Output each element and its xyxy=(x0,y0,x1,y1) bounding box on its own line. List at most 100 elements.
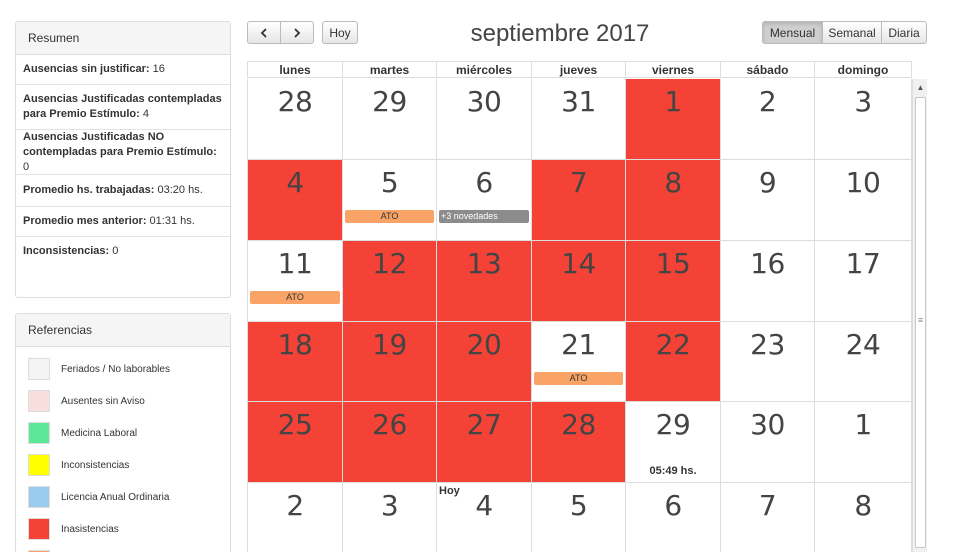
day-number: 5 xyxy=(380,166,399,199)
calendar-day-cell[interactable]: 10 xyxy=(815,160,912,241)
day-number: 2 xyxy=(286,489,304,522)
calendar-day-cell[interactable]: 5 xyxy=(532,483,626,552)
calendar-scrollbar[interactable]: ▲ ≡ xyxy=(912,79,927,552)
calendar-day-cell[interactable]: 4 xyxy=(247,160,343,241)
referencia-swatch xyxy=(28,390,50,412)
day-number: 3 xyxy=(854,85,872,118)
calendar-day-cell[interactable]: 16 xyxy=(721,241,815,322)
referencia-item: Feriados / No laborables xyxy=(16,353,230,385)
calendar-day-cell[interactable]: 20 xyxy=(437,322,532,402)
calendar-day-cell[interactable]: 27 xyxy=(437,402,532,483)
ato-event[interactable]: ATO xyxy=(345,210,434,223)
referencia-label: Inasistencias xyxy=(61,523,119,535)
calendar-day-cell[interactable]: 18 xyxy=(247,322,343,402)
calendar-day-cell[interactable]: 8 xyxy=(626,160,721,241)
calendar-day-cell[interactable]: 31 xyxy=(532,79,626,160)
scroll-thumb[interactable]: ≡ xyxy=(915,97,926,548)
day-number: 8 xyxy=(854,489,872,522)
resumen-row-label: Ausencias sin justificar: xyxy=(23,63,150,75)
weekday-header: lunes xyxy=(247,61,343,78)
calendar-day-cell[interactable]: 8 xyxy=(815,483,912,552)
calendar-day-cell[interactable]: 13 xyxy=(437,241,532,322)
calendar-day-cell[interactable]: 6 +3 novedades xyxy=(437,160,532,241)
resumen-row: Ausencias Justificadas NO contempladas p… xyxy=(16,130,230,175)
calendar-day-cell[interactable]: 25 xyxy=(247,402,343,483)
calendar-day-cell[interactable]: 29 xyxy=(343,79,437,160)
resumen-row: Promedio mes anterior: 01:31 hs. xyxy=(16,207,230,237)
prev-month-button[interactable] xyxy=(247,21,281,44)
view-diaria-button[interactable]: Diaria xyxy=(881,21,927,44)
day-number: 15 xyxy=(655,247,691,280)
calendar-day-cell[interactable]: 7 xyxy=(532,160,626,241)
resumen-row-label: Ausencias Justificadas contempladas para… xyxy=(23,93,222,120)
calendar-day-cell[interactable]: 17 xyxy=(815,241,912,322)
today-button[interactable]: Hoy xyxy=(322,21,358,44)
weekday-header: miércoles xyxy=(437,61,532,78)
ato-event[interactable]: ATO xyxy=(250,291,340,304)
day-number: 29 xyxy=(372,85,407,118)
calendar-day-cell[interactable]: 3 xyxy=(343,483,437,552)
day-number: 23 xyxy=(750,328,785,361)
calendar-day-cell[interactable]: 15 xyxy=(626,241,721,322)
referencias-list: Feriados / No laborables Ausentes sin Avi… xyxy=(16,347,230,552)
referencia-swatch xyxy=(28,358,50,380)
today-label: Hoy xyxy=(439,485,460,497)
novedades-event[interactable]: +3 novedades xyxy=(439,210,529,223)
day-number: 30 xyxy=(750,408,785,441)
day-number: 21 xyxy=(561,328,596,361)
day-number: 9 xyxy=(758,166,777,199)
calendar-day-cell[interactable]: 28 xyxy=(532,402,626,483)
calendar-day-cell[interactable]: 12 xyxy=(343,241,437,322)
calendar-day-cell[interactable]: 6 xyxy=(626,483,721,552)
view-mensual-button[interactable]: Mensual xyxy=(762,21,823,44)
chevron-right-icon xyxy=(294,27,301,38)
calendar-day-cell[interactable]: 1 xyxy=(815,402,912,483)
calendar-day-cell[interactable]: 29 05:49 hs. xyxy=(626,402,721,483)
calendar-day-cell[interactable]: 19 xyxy=(343,322,437,402)
resumen-row-value: 0 xyxy=(112,245,119,257)
calendar-day-cell[interactable]: 11 ATO xyxy=(247,241,343,322)
day-number: 24 xyxy=(845,328,881,361)
grip-icon: ≡ xyxy=(917,315,924,325)
calendar-day-cell[interactable]: 9 xyxy=(721,160,815,241)
referencia-swatch xyxy=(28,550,50,552)
resumen-row-label: Ausencias Justificadas NO contempladas p… xyxy=(23,130,217,158)
calendar-day-cell[interactable]: 26 xyxy=(343,402,437,483)
calendar-day-cell[interactable]: 28 xyxy=(247,79,343,160)
day-number: 31 xyxy=(561,85,596,118)
day-number: 20 xyxy=(466,328,502,361)
referencia-item: Inasistencias xyxy=(16,513,230,545)
day-number: 6 xyxy=(664,489,682,522)
calendar-day-cell[interactable]: 23 xyxy=(721,322,815,402)
calendar-day-cell[interactable]: 7 xyxy=(721,483,815,552)
referencia-label: Medicina Laboral xyxy=(61,427,138,439)
arrow-up-icon[interactable]: ▲ xyxy=(916,83,925,92)
calendar-day-cell[interactable]: 21 ATO xyxy=(532,322,626,402)
calendar-day-cell[interactable]: 14 xyxy=(532,241,626,322)
calendar-day-cell[interactable]: 2 xyxy=(247,483,343,552)
resumen-row: Ausencias sin justificar: 16 xyxy=(16,55,230,85)
calendar-day-cell[interactable]: 30 xyxy=(721,402,815,483)
calendar-day-cell[interactable]: 30 xyxy=(437,79,532,160)
calendar-day-cell[interactable]: 24 xyxy=(815,322,912,402)
referencias-panel: Referencias Feriados / No laborables Ause… xyxy=(15,313,231,552)
calendar-day-cell[interactable]: 1 xyxy=(626,79,721,160)
weekday-header: sábado xyxy=(721,61,815,78)
calendar-day-cell[interactable]: 22 xyxy=(626,322,721,402)
ato-event[interactable]: ATO xyxy=(534,372,623,385)
calendar-day-cell[interactable]: 2 xyxy=(721,79,815,160)
weekday-header: martes xyxy=(343,61,437,78)
resumen-title: Resumen xyxy=(16,22,230,55)
day-number: 27 xyxy=(466,408,502,441)
calendar-day-cell[interactable]: 5 ATO xyxy=(343,160,437,241)
next-month-button[interactable] xyxy=(280,21,314,44)
calendar-day-cell[interactable]: 4 Hoy xyxy=(437,483,532,552)
chevron-left-icon xyxy=(260,27,267,38)
referencia-swatch xyxy=(28,422,50,444)
calendar-day-cell[interactable]: 3 xyxy=(815,79,912,160)
day-number: 28 xyxy=(277,85,313,118)
view-semanal-button[interactable]: Semanal xyxy=(822,21,882,44)
referencia-item: Medicina Laboral xyxy=(16,417,230,449)
resumen-row-label: Promedio mes anterior: xyxy=(23,215,147,227)
day-number: 2 xyxy=(758,85,777,118)
